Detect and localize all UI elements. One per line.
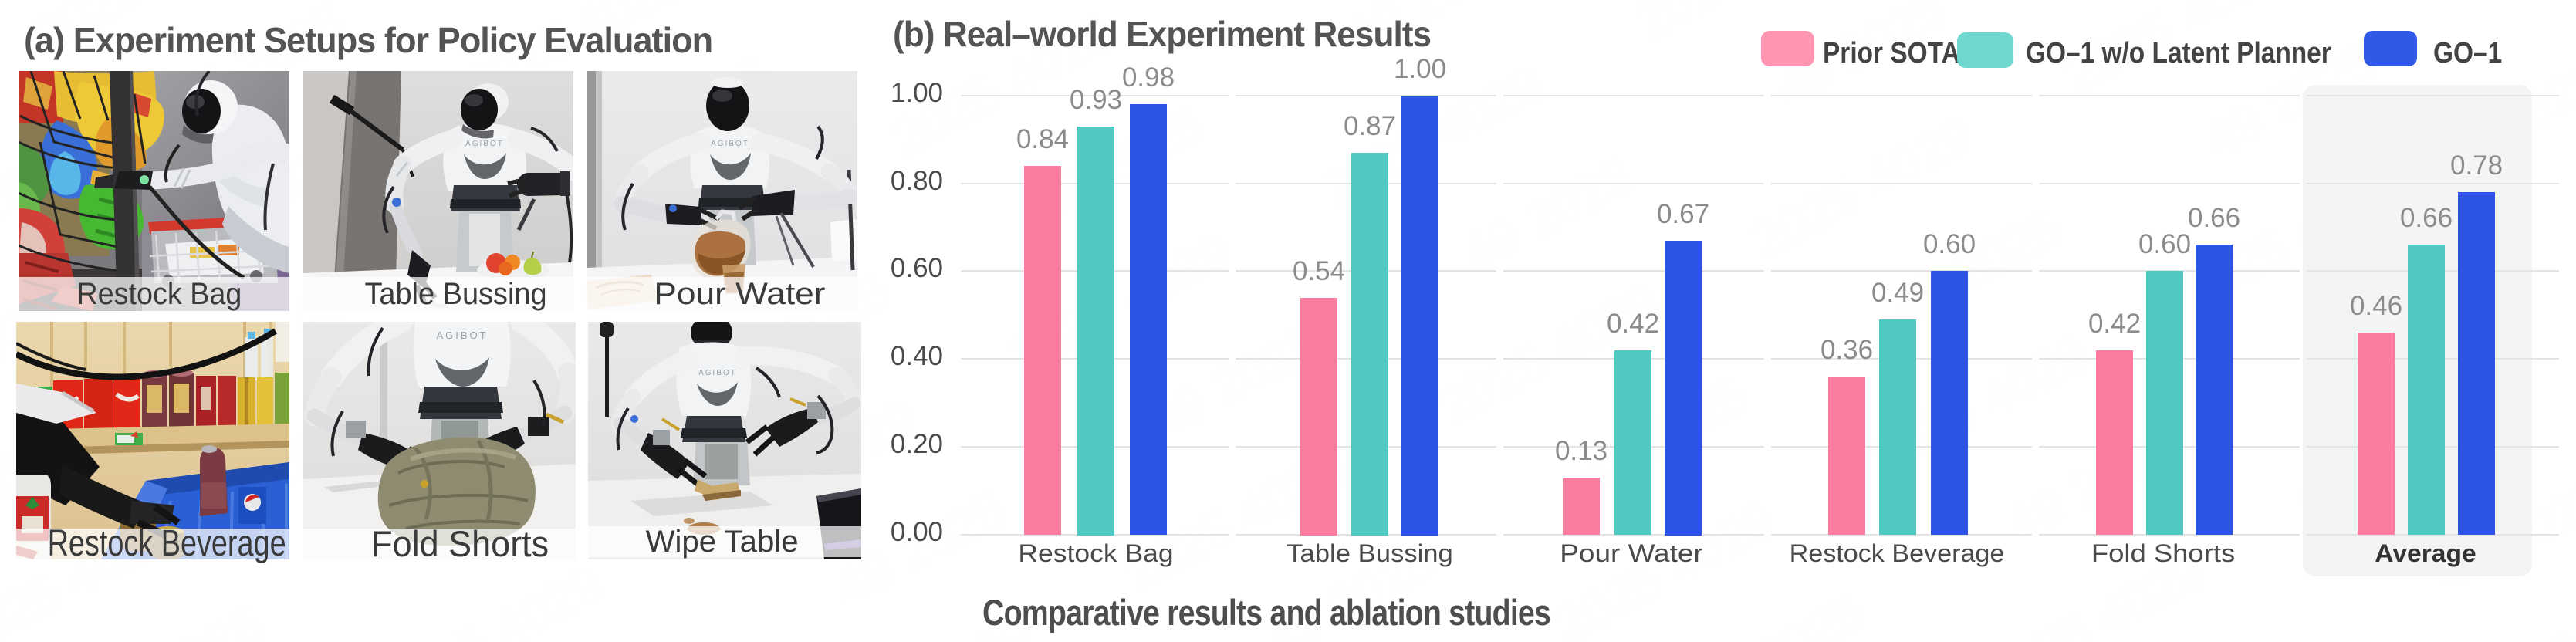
svg-text:AGIBOT: AGIBOT — [698, 369, 737, 377]
svg-text:AGIBOT: AGIBOT — [465, 140, 504, 148]
svg-text:AGIBOT: AGIBOT — [711, 140, 749, 148]
svg-text:AGIBOT: AGIBOT — [436, 329, 488, 341]
